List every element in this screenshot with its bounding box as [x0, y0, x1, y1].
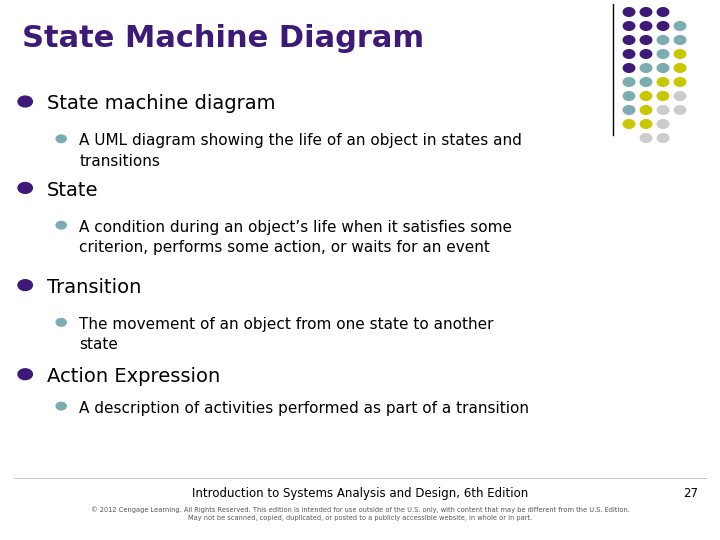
Circle shape [18, 280, 32, 291]
Circle shape [624, 50, 635, 58]
Circle shape [657, 64, 669, 72]
Text: A description of activities performed as part of a transition: A description of activities performed as… [79, 401, 529, 416]
Circle shape [640, 106, 652, 114]
Circle shape [657, 50, 669, 58]
Circle shape [674, 92, 685, 100]
Text: Action Expression: Action Expression [47, 367, 220, 386]
Circle shape [657, 22, 669, 30]
Text: State: State [47, 181, 99, 200]
Circle shape [657, 8, 669, 16]
Text: State Machine Diagram: State Machine Diagram [22, 24, 424, 53]
Text: A condition during an object’s life when it satisfies some
criterion, performs s: A condition during an object’s life when… [79, 220, 512, 255]
Text: State machine diagram: State machine diagram [47, 94, 275, 113]
Circle shape [18, 369, 32, 380]
Circle shape [674, 36, 685, 44]
Circle shape [640, 50, 652, 58]
Circle shape [624, 36, 635, 44]
Circle shape [624, 22, 635, 30]
Circle shape [640, 8, 652, 16]
Circle shape [657, 120, 669, 129]
Circle shape [674, 50, 685, 58]
Text: A UML diagram showing the life of an object in states and
transitions: A UML diagram showing the life of an obj… [79, 133, 522, 169]
Circle shape [624, 106, 635, 114]
Text: The movement of an object from one state to another
state: The movement of an object from one state… [79, 317, 494, 353]
Circle shape [56, 319, 66, 326]
Circle shape [640, 120, 652, 129]
Circle shape [657, 92, 669, 100]
Circle shape [674, 22, 685, 30]
Text: © 2012 Cengage Learning. All Rights Reserved. This edition is intended for use o: © 2012 Cengage Learning. All Rights Rese… [91, 507, 629, 521]
Text: Transition: Transition [47, 278, 141, 297]
Circle shape [18, 96, 32, 107]
Circle shape [674, 106, 685, 114]
Circle shape [657, 36, 669, 44]
Circle shape [18, 183, 32, 193]
Circle shape [640, 134, 652, 143]
Circle shape [624, 92, 635, 100]
Circle shape [624, 78, 635, 86]
Circle shape [56, 402, 66, 410]
Circle shape [624, 120, 635, 129]
Text: 27: 27 [683, 487, 698, 500]
Circle shape [657, 78, 669, 86]
Circle shape [657, 106, 669, 114]
Circle shape [624, 64, 635, 72]
Circle shape [640, 78, 652, 86]
Circle shape [674, 78, 685, 86]
Circle shape [640, 64, 652, 72]
Circle shape [674, 64, 685, 72]
Circle shape [657, 134, 669, 143]
Circle shape [640, 92, 652, 100]
Circle shape [56, 135, 66, 143]
Circle shape [640, 22, 652, 30]
Circle shape [640, 36, 652, 44]
Circle shape [624, 8, 635, 16]
Text: Introduction to Systems Analysis and Design, 6th Edition: Introduction to Systems Analysis and Des… [192, 487, 528, 500]
Circle shape [56, 221, 66, 229]
